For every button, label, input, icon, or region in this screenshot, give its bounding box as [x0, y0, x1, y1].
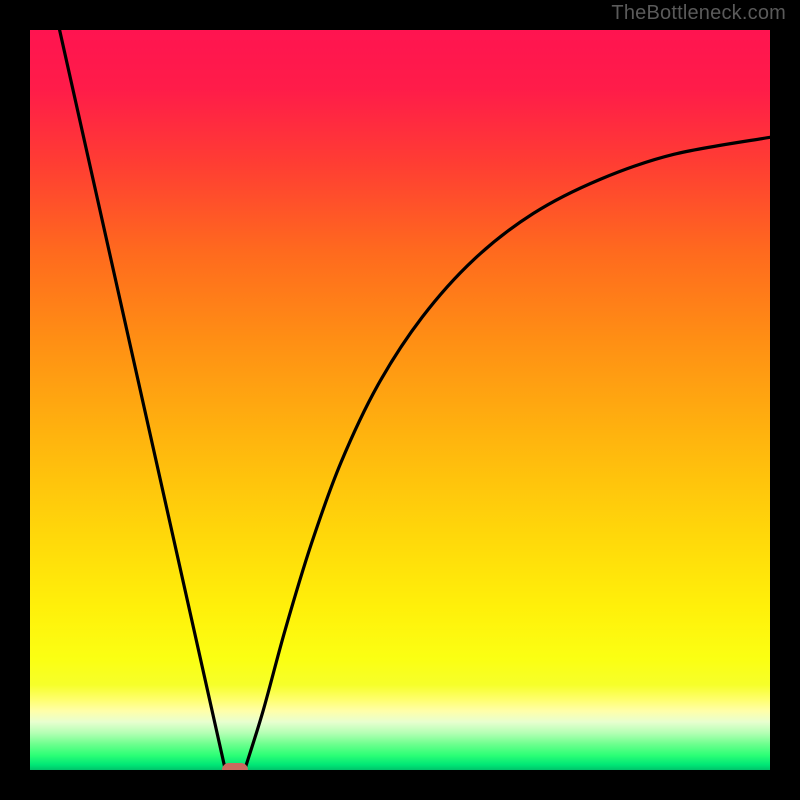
- chart-container: TheBottleneck.com: [0, 0, 800, 800]
- bottleneck-chart: [0, 0, 800, 800]
